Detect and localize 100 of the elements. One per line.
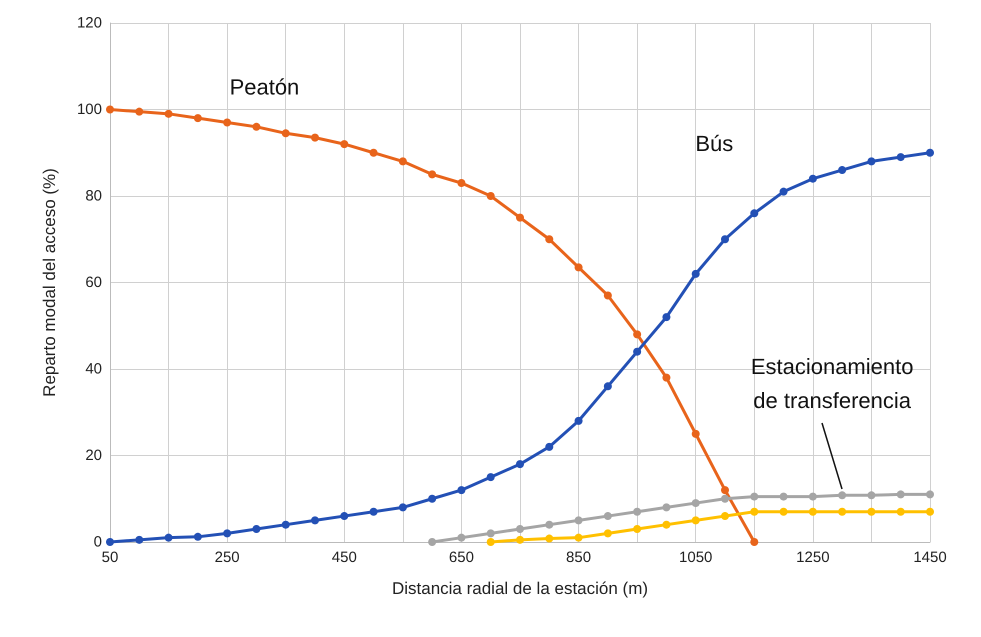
point bbox=[867, 491, 876, 500]
point bbox=[662, 374, 670, 382]
point bbox=[370, 508, 378, 516]
point bbox=[457, 179, 466, 188]
point bbox=[545, 534, 554, 543]
point bbox=[692, 430, 700, 438]
point bbox=[604, 291, 612, 300]
point bbox=[545, 235, 554, 244]
point bbox=[750, 492, 758, 501]
x-tick-label: 850 bbox=[566, 549, 592, 566]
y-tick-label: 100 bbox=[76, 101, 102, 118]
point bbox=[721, 486, 729, 494]
y-tick-label: 60 bbox=[85, 274, 102, 291]
point bbox=[252, 122, 260, 131]
point bbox=[135, 536, 144, 544]
point bbox=[516, 460, 524, 468]
point bbox=[604, 529, 612, 538]
point bbox=[662, 520, 670, 529]
y-axis-title: Reparto modal del acceso (%) bbox=[40, 168, 59, 397]
x-tick-label: 1050 bbox=[679, 549, 712, 566]
point bbox=[311, 516, 319, 524]
point bbox=[633, 525, 642, 534]
point bbox=[223, 529, 232, 538]
point bbox=[896, 490, 905, 498]
point bbox=[486, 192, 495, 200]
point bbox=[428, 170, 436, 178]
point bbox=[867, 157, 876, 166]
point bbox=[486, 473, 495, 482]
point bbox=[311, 134, 319, 142]
point bbox=[340, 140, 348, 148]
point bbox=[164, 534, 173, 542]
point bbox=[662, 503, 670, 512]
point bbox=[398, 157, 407, 166]
point bbox=[780, 492, 788, 501]
point bbox=[896, 153, 905, 162]
point bbox=[457, 486, 466, 494]
point bbox=[838, 166, 846, 174]
point bbox=[867, 508, 876, 516]
x-tick-label: 1250 bbox=[796, 549, 830, 566]
point bbox=[252, 525, 260, 534]
point bbox=[926, 490, 934, 498]
point bbox=[545, 520, 554, 529]
point bbox=[780, 508, 788, 516]
point bbox=[692, 270, 700, 278]
point bbox=[106, 538, 114, 546]
point bbox=[516, 536, 524, 544]
point bbox=[135, 108, 144, 116]
point bbox=[780, 188, 788, 196]
point bbox=[545, 442, 554, 451]
point bbox=[896, 508, 905, 516]
y-tick-label: 120 bbox=[76, 14, 102, 32]
point bbox=[808, 492, 817, 501]
point bbox=[662, 313, 670, 322]
point bbox=[633, 348, 642, 356]
point bbox=[926, 508, 934, 516]
point bbox=[721, 512, 729, 520]
point bbox=[194, 114, 202, 122]
point bbox=[340, 512, 348, 520]
point bbox=[808, 508, 817, 516]
point bbox=[428, 494, 436, 503]
text: Estacionamiento de transferencia bbox=[750, 354, 914, 413]
y-tick-label: 20 bbox=[85, 447, 102, 464]
point bbox=[223, 118, 232, 126]
point bbox=[164, 110, 173, 118]
point bbox=[398, 503, 407, 512]
point bbox=[194, 532, 202, 541]
point bbox=[750, 209, 758, 218]
x-tick-label: 450 bbox=[332, 549, 357, 566]
point bbox=[692, 516, 700, 524]
point bbox=[750, 508, 758, 516]
point bbox=[633, 330, 642, 338]
point bbox=[838, 508, 846, 516]
point bbox=[574, 534, 583, 542]
point bbox=[633, 508, 642, 516]
point bbox=[692, 499, 700, 508]
point bbox=[721, 235, 729, 244]
point bbox=[516, 214, 524, 222]
x-tick-label: 250 bbox=[214, 549, 240, 566]
x-tick-label: 50 bbox=[102, 549, 118, 566]
point bbox=[574, 516, 583, 524]
series-label: Peatón bbox=[230, 74, 300, 100]
x-tick-label: 650 bbox=[448, 549, 474, 566]
text: Bús bbox=[695, 130, 734, 156]
point bbox=[926, 148, 934, 157]
y-tick-label: 0 bbox=[94, 534, 102, 550]
point bbox=[808, 174, 817, 183]
point bbox=[604, 512, 612, 520]
point bbox=[574, 416, 583, 425]
point bbox=[106, 106, 114, 114]
point bbox=[282, 520, 290, 529]
point bbox=[282, 129, 290, 138]
point bbox=[457, 534, 466, 542]
point bbox=[721, 494, 729, 503]
point bbox=[486, 529, 495, 538]
point bbox=[838, 491, 846, 500]
point bbox=[574, 263, 583, 272]
point bbox=[370, 148, 378, 157]
point bbox=[486, 538, 495, 546]
y-tick-label: 80 bbox=[85, 188, 102, 204]
x-axis-title: Distancia radial de la estación (m) bbox=[392, 579, 648, 598]
